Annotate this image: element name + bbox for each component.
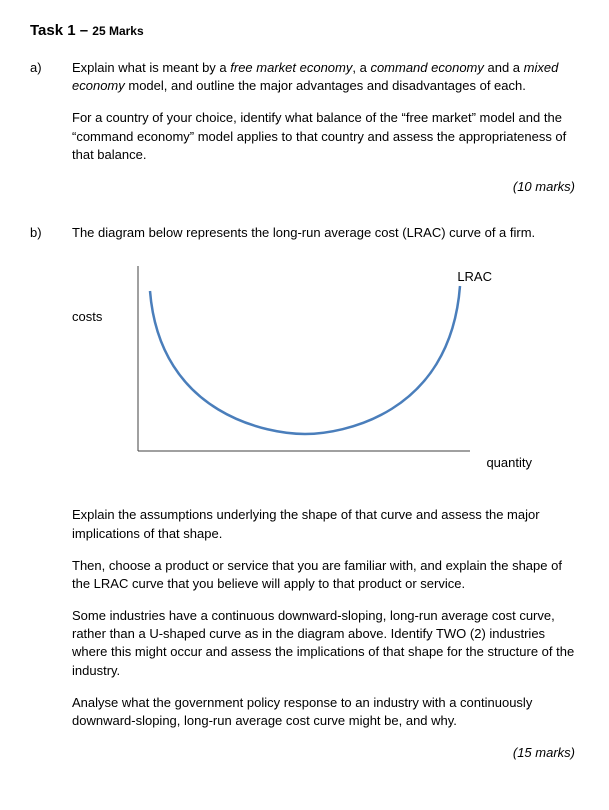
emphasis-free-market: free market economy: [230, 60, 352, 75]
text-run: Explain what is meant by a: [72, 60, 230, 75]
axis-label-costs: costs: [72, 308, 102, 326]
lrac-curve: [150, 286, 460, 434]
task-title: Task 1 –: [30, 22, 92, 39]
part-b-para4: Some industries have a continuous downwa…: [72, 607, 579, 680]
part-a: a) Explain what is meant by a free marke…: [30, 59, 579, 210]
part-a-body: Explain what is meant by a free market e…: [72, 59, 579, 210]
part-b-marks: (15 marks): [72, 744, 579, 762]
task-total-marks: 25 Marks: [92, 24, 143, 38]
part-b-para5: Analyse what the government policy respo…: [72, 694, 579, 730]
part-b: b) The diagram below represents the long…: [30, 224, 579, 776]
text-run: and a: [484, 60, 524, 75]
axis-label-quantity: quantity: [486, 454, 532, 472]
part-b-label: b): [30, 224, 72, 776]
part-a-para2: For a country of your choice, identify w…: [72, 109, 579, 164]
lrac-chart: costs LRAC quantity: [72, 256, 532, 486]
part-b-body: The diagram below represents the long-ru…: [72, 224, 579, 776]
part-b-para1: The diagram below represents the long-ru…: [72, 224, 579, 242]
part-b-para3: Then, choose a product or service that y…: [72, 557, 579, 593]
text-run: , a: [352, 60, 370, 75]
part-a-para1: Explain what is meant by a free market e…: [72, 59, 579, 95]
lrac-svg: [120, 256, 480, 466]
part-a-label: a): [30, 59, 72, 210]
part-b-para2: Explain the assumptions underlying the s…: [72, 506, 579, 542]
text-run: model, and outline the major advantages …: [125, 78, 526, 93]
part-a-marks: (10 marks): [72, 178, 579, 196]
task-heading: Task 1 – 25 Marks: [30, 20, 579, 41]
emphasis-command-economy: command economy: [370, 60, 483, 75]
